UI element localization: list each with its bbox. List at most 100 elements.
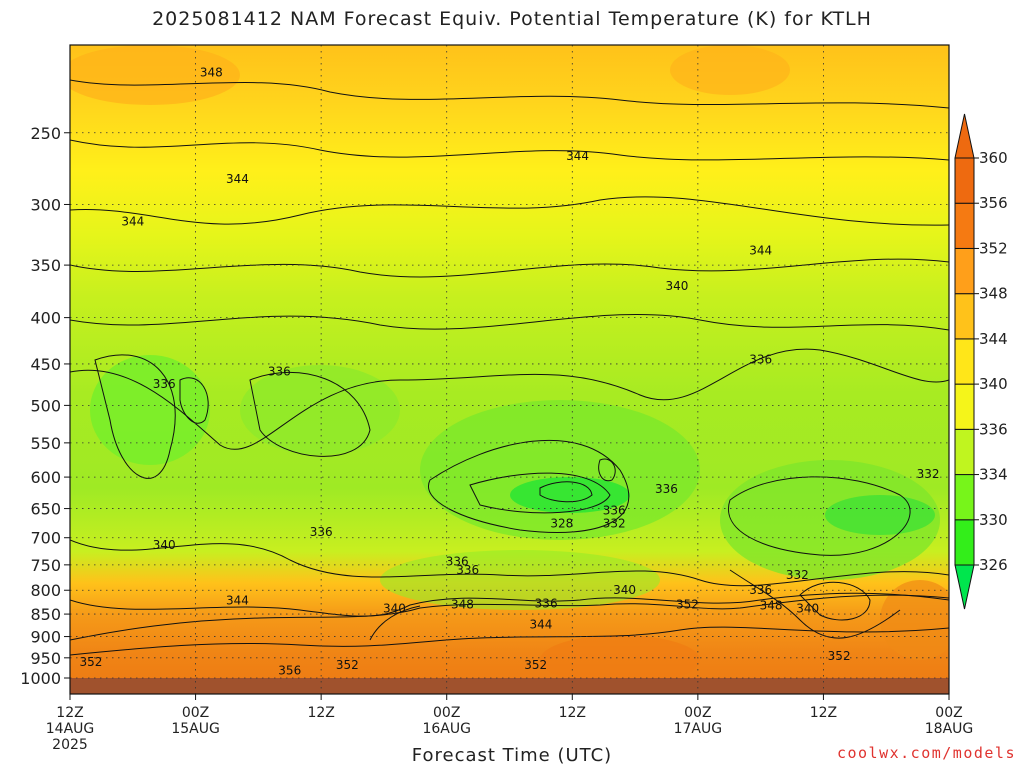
y-tick-label: 900	[30, 628, 61, 647]
contour-label: 336	[310, 525, 333, 539]
contour-line	[428, 439, 630, 533]
contour-line	[70, 258, 949, 278]
contour-label: 332	[917, 467, 940, 481]
colorbar-segment	[954, 474, 975, 521]
contour-line	[70, 348, 949, 450]
contour-label: 344	[121, 214, 144, 228]
y-tick-label: 850	[30, 605, 61, 624]
patch-green-center	[420, 400, 700, 540]
patch-orange-east	[880, 580, 949, 660]
y-tick-label: 950	[30, 649, 61, 668]
contour-line	[70, 592, 949, 617]
x-tick-label: 00Z	[182, 705, 209, 721]
y-tick-label: 600	[30, 468, 61, 487]
contour-lines	[70, 79, 949, 656]
x-tick-label: 14AUG	[46, 721, 95, 737]
patch-orange-top-right	[670, 45, 790, 95]
contour-label: 352	[828, 649, 851, 663]
x-tick-label: 12Z	[810, 705, 837, 721]
colorbar-segment	[954, 157, 975, 204]
x-tick-label: 00Z	[433, 705, 460, 721]
plot-frame	[69, 44, 950, 695]
contour-line	[70, 139, 949, 161]
contour-labels: 348 344 344 344 344 340 336 336 336 336 336 336 328 3…	[79, 65, 940, 677]
contour-line	[728, 476, 911, 556]
plot-area: 348 344 344 344 344 340 336 336 336 336 336 336 328 3…	[69, 44, 950, 695]
y-axis: 250 300 350 400 450 500 550 600 650 700 750 800 850 9…	[20, 124, 70, 688]
contour-line	[70, 594, 949, 641]
contour-label: 340	[383, 601, 406, 615]
contour-line	[70, 539, 949, 587]
colorbar-segment	[954, 383, 975, 430]
contour-label: 332	[786, 568, 809, 582]
contour-label: 352	[524, 658, 547, 672]
credit-link[interactable]: coolwx.com/models	[836, 744, 1016, 762]
y-tick-label: 750	[30, 556, 61, 575]
x-tick-label: 2025	[52, 737, 88, 753]
colorbar-label: 348	[979, 285, 1008, 303]
y-tick-label: 400	[30, 309, 61, 328]
colorbar-segment	[954, 202, 975, 249]
x-tick-label: 12Z	[56, 705, 83, 721]
x-tick-label: 15AUG	[171, 721, 220, 737]
contour-label: 340	[153, 538, 176, 552]
contour-label: 336	[749, 352, 772, 366]
colorbar-label: 352	[979, 239, 1008, 257]
colorbar-segment	[954, 428, 975, 476]
x-tick-label: 00Z	[935, 705, 962, 721]
y-tick-label: 500	[30, 396, 61, 415]
contour-label: 352	[79, 655, 102, 669]
contour-line	[249, 371, 371, 457]
contour-label: 336	[655, 482, 678, 496]
grid-lines	[69, 45, 950, 694]
contour-label: 348	[200, 65, 223, 79]
contour-label: 336	[268, 365, 291, 379]
colorbar: 326 330 334 336 340 344 348 352 356 360	[954, 113, 1008, 610]
contour-line	[70, 626, 949, 656]
y-tick-label: 800	[30, 581, 61, 600]
contour-line	[729, 569, 901, 639]
contour-label: 344	[749, 243, 772, 257]
contour-line	[70, 313, 949, 331]
contour-label: 348	[451, 598, 474, 612]
x-tick-label: 18AUG	[925, 721, 974, 737]
contour-label: 340	[796, 601, 819, 615]
colorbar-segment	[954, 293, 975, 340]
colorbar-label: 340	[979, 375, 1008, 393]
contour-label: 328	[550, 517, 573, 531]
contour-line	[539, 481, 593, 503]
chart-title: 2025081412 NAM Forecast Equiv. Potential…	[152, 8, 872, 30]
ground-band	[70, 678, 949, 694]
colorbar-min-arrow	[954, 564, 975, 610]
y-tick-label: 250	[30, 124, 61, 143]
colorbar-segment	[954, 247, 975, 295]
y-tick-label: 550	[30, 434, 61, 453]
patch-green-mid	[240, 365, 400, 455]
y-tick-label: 700	[30, 529, 61, 548]
x-tick-label: 17AUG	[674, 721, 723, 737]
contour-label: 356	[278, 663, 301, 677]
contour-label: 344	[226, 172, 249, 186]
y-tick-label: 650	[30, 500, 61, 519]
x-axis-label: Forecast Time (UTC)	[411, 745, 613, 766]
x-tick-label: 12Z	[559, 705, 586, 721]
colorbar-max-arrow	[954, 113, 975, 159]
y-tick-label: 300	[30, 195, 61, 214]
colorbar-label: 336	[979, 420, 1008, 438]
patch-green-low	[380, 550, 660, 610]
patch-core-east	[825, 495, 935, 535]
contour-label: 332	[603, 517, 626, 531]
x-tick-label: 12Z	[307, 705, 334, 721]
contour-label: 336	[603, 504, 626, 518]
x-tick-label: 16AUG	[422, 721, 471, 737]
contour-label: 340	[665, 279, 688, 293]
contour-label: 344	[529, 617, 552, 631]
contour-label: 352	[676, 598, 699, 612]
contour-label: 336	[535, 597, 558, 611]
y-tick-label: 350	[30, 256, 61, 275]
contour-line	[598, 458, 616, 482]
contour-line	[369, 605, 421, 641]
patch-deep-orange	[540, 635, 700, 678]
